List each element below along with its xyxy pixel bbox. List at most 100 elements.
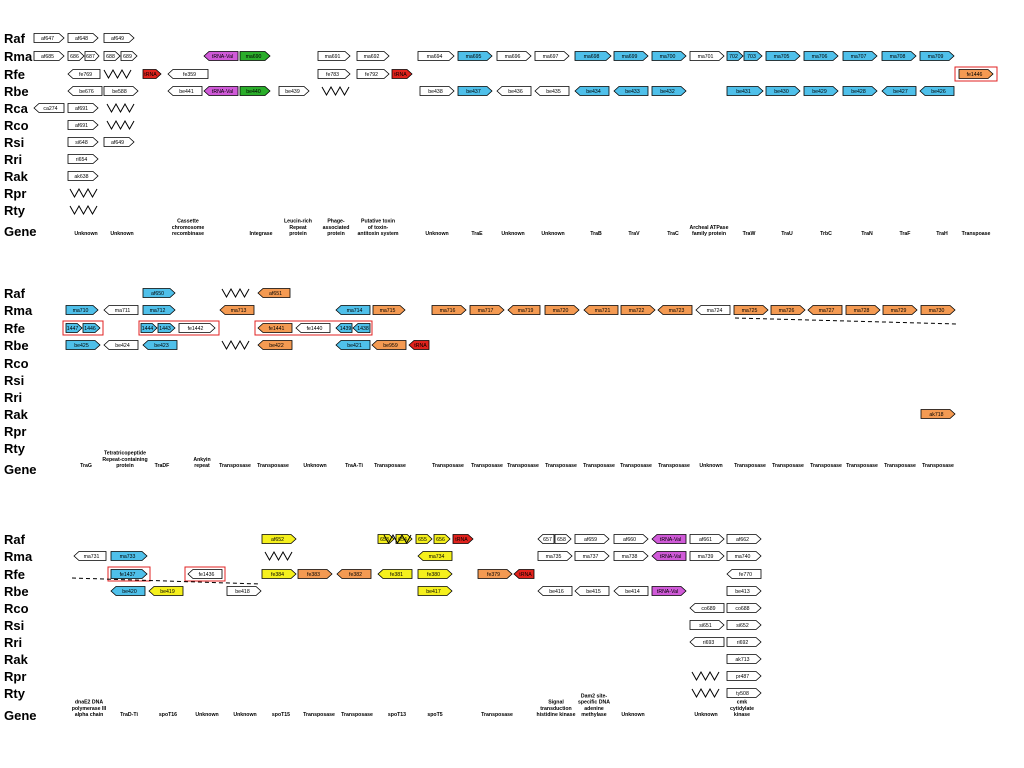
gene-label: tRNA-Val <box>657 589 678 595</box>
gene-absent-mark <box>221 287 250 299</box>
gene-arrow-shape <box>391 69 413 79</box>
gene-arrow-shape <box>187 569 223 579</box>
gene-label: be436 <box>508 89 523 95</box>
gene-label: ca274 <box>43 106 57 112</box>
row-label: Rpr <box>4 186 26 201</box>
gene-arrow-shape <box>219 305 255 315</box>
row-label: Rfe <box>4 321 25 336</box>
gene-arrow-shape <box>689 620 725 630</box>
gene-label: af685 <box>41 54 54 60</box>
gene-arrow-shape <box>919 86 955 96</box>
gene-label: fe1442 <box>188 326 204 332</box>
gene-label: be421 <box>347 343 362 349</box>
gene-label: ma726 <box>779 308 795 314</box>
gene-label: si648 <box>75 140 88 146</box>
gene-arrow-shape <box>726 688 762 698</box>
gene-arrow-shape <box>415 534 433 544</box>
gene-label: fe1436 <box>199 572 215 578</box>
gene-arrow-shape <box>845 305 881 315</box>
gene-arrow: 1446 <box>82 323 101 333</box>
gene-arrow: ma706 <box>803 51 839 61</box>
row-label: Rbe <box>4 584 29 599</box>
gene-arrow: 657 <box>537 534 555 544</box>
gene-arrow-shape <box>257 323 293 333</box>
gene-label: be415 <box>586 589 601 595</box>
gene-function-label: spoT16 <box>159 712 177 718</box>
gene-label: tRNA <box>414 343 427 349</box>
gene-arrow: be425 <box>65 340 101 350</box>
gene-arrow-shape <box>496 86 532 96</box>
gene-label: ma692 <box>364 54 380 60</box>
gene-arrow-shape <box>278 86 310 96</box>
gene-label: 689 <box>123 54 132 60</box>
gene-function-label: dnaE2 DNA polymerase III alpha chain <box>72 700 107 718</box>
gene-arrow-shape <box>103 51 121 61</box>
gene-function-label: Transposase <box>810 463 842 469</box>
row-label: Rty <box>4 441 26 456</box>
gene-arrow: ma715 <box>372 305 406 315</box>
gene-arrow: be420 <box>110 586 146 596</box>
gene-arrow: fe769 <box>67 69 101 79</box>
gene-arrow-shape <box>726 586 762 596</box>
gene-arrow: ma708 <box>881 51 917 61</box>
gene-label: be434 <box>586 89 601 95</box>
gene-arrow-shape <box>689 51 725 61</box>
gene-arrow: be416 <box>537 586 573 596</box>
gene-label: be427 <box>893 89 908 95</box>
row-label: Rbe <box>4 338 29 353</box>
gene-arrow: fe783 <box>317 69 351 79</box>
gene-label: tRNA <box>519 572 532 578</box>
gene-function-label: Unknown <box>621 712 644 718</box>
gene-label: be433 <box>625 89 640 95</box>
gene-arrow-shape <box>295 323 331 333</box>
gene-arrow: ma721 <box>583 305 619 315</box>
gene-arrow: ma724 <box>695 305 731 315</box>
gene-function-label: TraF <box>900 231 911 237</box>
gene-label: ma717 <box>478 308 494 314</box>
gene-arrow-shape <box>613 551 649 561</box>
gene-arrow: tRNA-Val <box>203 86 239 96</box>
gene-label: be437 <box>466 89 481 95</box>
panel-2: Raf Rma Rfe Rbe Rco Rsi Rri Rak Rpr Rty Gene TraG Te… <box>4 286 959 477</box>
gene-arrow-shape <box>651 551 687 561</box>
gene-function-label: Transposase <box>658 463 690 469</box>
gene-arrow: af660 <box>613 534 649 544</box>
row-label: Rma <box>4 49 33 64</box>
gene-arrow: be419 <box>148 586 184 596</box>
gene-label: ma730 <box>929 308 945 314</box>
gene-function-label: Unknown <box>195 712 218 718</box>
gene-arrow: 1439 <box>335 323 353 333</box>
gene-arrow-shape <box>67 103 99 113</box>
gene-arrow: af685 <box>33 51 65 61</box>
gene-arrow: si651 <box>689 620 725 630</box>
dashed-connector <box>734 317 959 325</box>
highlight-box <box>138 320 220 336</box>
gene-arrow-shape <box>142 305 176 315</box>
row-label: Rca <box>4 101 29 116</box>
gene-function-label: Transposase <box>374 463 406 469</box>
gene-label: ma690 <box>246 54 262 60</box>
gene-label: ma728 <box>854 308 870 314</box>
gene-arrow: fe1436 <box>187 569 223 579</box>
gene-label: si652 <box>736 623 749 629</box>
gene-label: ma737 <box>583 554 599 560</box>
gene-label: tRNA-Val <box>660 537 681 543</box>
gene-label: ma709 <box>928 54 944 60</box>
gene-absent-mark <box>691 670 720 682</box>
gene-arrow-shape <box>496 51 532 61</box>
gene-arrow: ri692 <box>726 637 762 647</box>
gene-label: fe1441 <box>269 326 285 332</box>
gene-label: be439 <box>285 89 300 95</box>
gene-arrow-shape <box>689 551 725 561</box>
gene-arrow: af649 <box>103 137 135 147</box>
gene-arrow-shape <box>958 69 994 79</box>
gene-label: fe770 <box>739 572 752 578</box>
gene-arrow-shape <box>203 51 239 61</box>
gene-arrow-shape <box>537 534 555 544</box>
gene-label: be430 <box>774 89 789 95</box>
gene-arrow-shape <box>167 86 203 96</box>
gene-arrow-shape <box>84 51 100 61</box>
gene-label: be435 <box>546 89 561 95</box>
gene-label: af659 <box>584 537 597 543</box>
